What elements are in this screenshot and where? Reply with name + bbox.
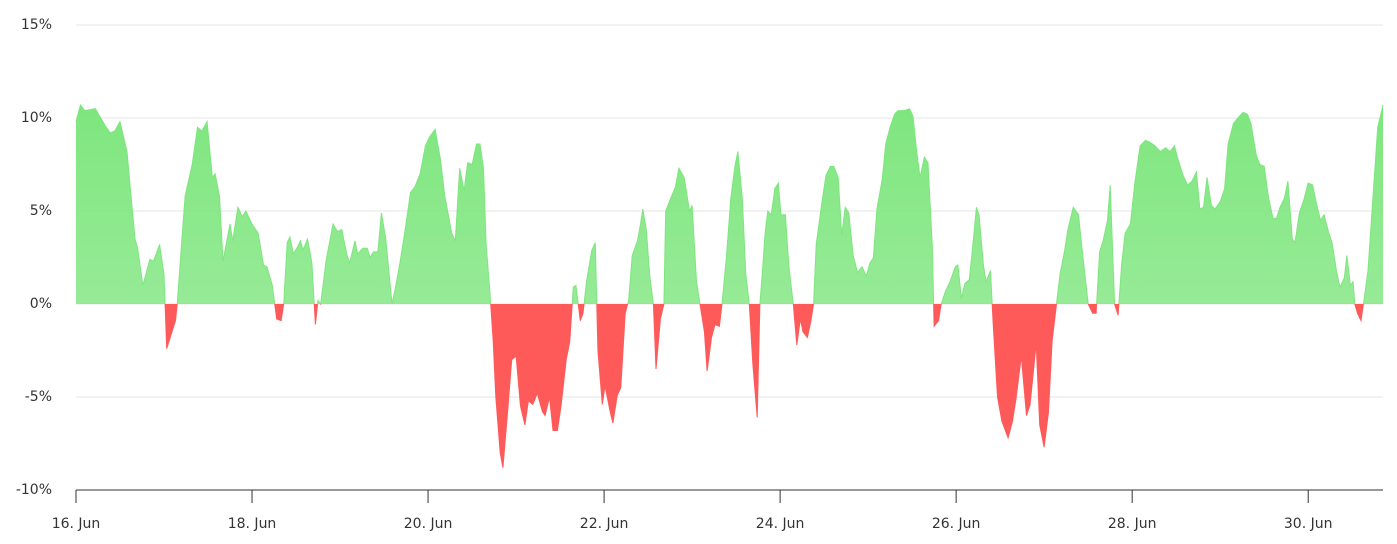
y-tick-label: -5% — [25, 389, 52, 405]
positive-line — [75, 103, 1384, 304]
x-tick-label: 26. Jun — [932, 516, 981, 532]
x-tick-label: 24. Jun — [756, 516, 805, 532]
positive-area — [76, 105, 1383, 304]
x-tick-label: 22. Jun — [580, 516, 629, 532]
x-tick-label: 30. Jun — [1284, 516, 1333, 532]
x-tick-label: 18. Jun — [228, 516, 277, 532]
y-tick-label: 15% — [21, 17, 52, 33]
x-tick-label: 16. Jun — [52, 516, 101, 532]
y-tick-label: 0% — [30, 296, 52, 312]
y-tick-label: 5% — [30, 203, 52, 219]
y-tick-label: 10% — [21, 110, 52, 126]
y-tick-label: -10% — [16, 482, 52, 498]
x-tick-label: 28. Jun — [1108, 516, 1157, 532]
x-tick-label: 20. Jun — [404, 516, 453, 532]
